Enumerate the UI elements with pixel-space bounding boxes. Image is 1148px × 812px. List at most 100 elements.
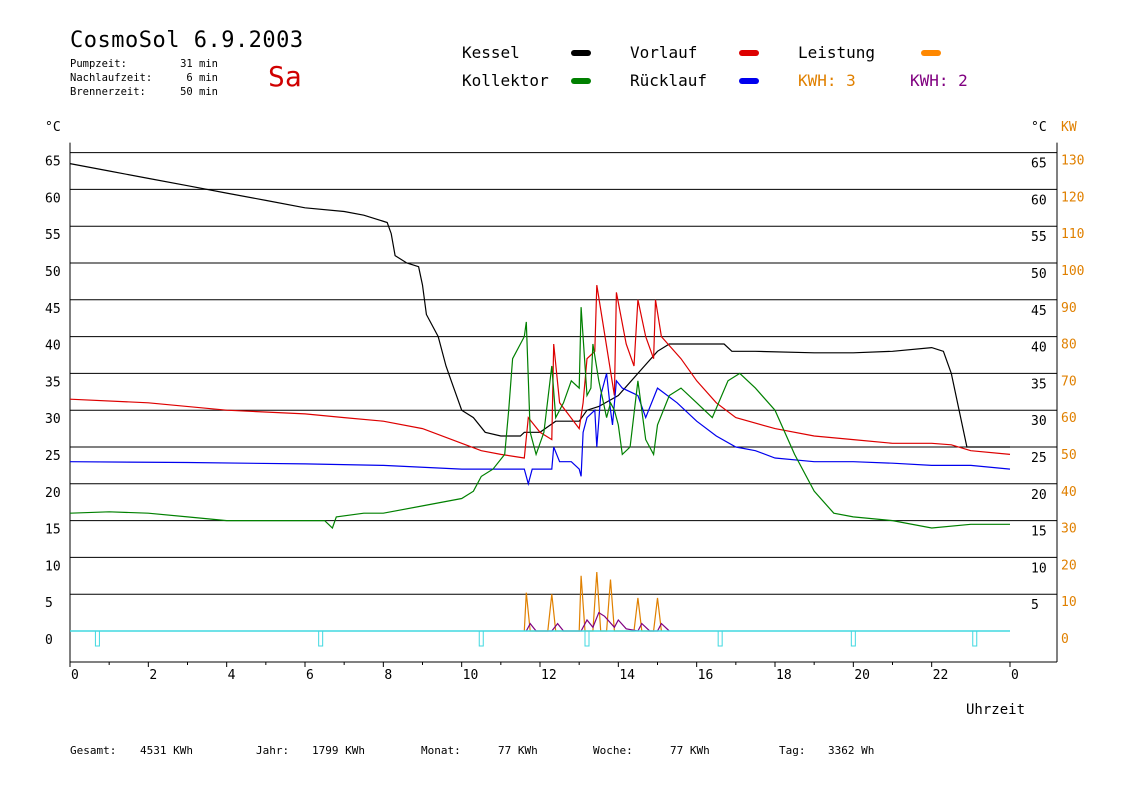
weekday-label: Sa xyxy=(268,60,302,93)
legend-swatch-kessel xyxy=(571,50,591,56)
x-tick-label: 12 xyxy=(541,668,557,683)
x-tick-label: 4 xyxy=(228,668,236,683)
legend-label-kollektor: Kollektor xyxy=(462,71,549,90)
y-tick-label-left: 25 xyxy=(45,449,61,464)
y-tick-label-right-c: 50 xyxy=(1031,267,1047,282)
y-tick-label-right-kw: 10 xyxy=(1061,595,1077,610)
legend-label-vorlauf: Vorlauf xyxy=(630,43,698,62)
stat-value-brennerzeit: 50 min xyxy=(180,86,218,98)
legend-swatch-vorlauf xyxy=(739,50,759,56)
stat-label-pumpzeit: Pumpzeit: xyxy=(70,58,127,70)
x-tick-label: 14 xyxy=(619,668,635,683)
stat-value-nachlaufzeit: 6 min xyxy=(186,72,218,84)
y-tick-label-right-kw: 50 xyxy=(1061,448,1077,463)
y-tick-label-right-kw: 80 xyxy=(1061,338,1077,353)
y-tick-label-left: 40 xyxy=(45,339,61,354)
pump-marker xyxy=(717,630,723,647)
right-axis-unit-c: °C xyxy=(1031,120,1047,135)
y-tick-label-right-kw: 20 xyxy=(1061,558,1077,573)
footer-gesamt-value: 4531 KWh xyxy=(140,744,193,757)
y-tick-label-left: 45 xyxy=(45,302,61,317)
x-tick-label: 10 xyxy=(463,668,479,683)
series-line-kwh xyxy=(525,611,670,632)
y-tick-label-right-kw: 130 xyxy=(1061,154,1084,169)
y-tick-label-right-c: 35 xyxy=(1031,377,1047,392)
footer-woche-value: 77 KWh xyxy=(670,744,710,757)
footer-gesamt-label: Gesamt: xyxy=(70,744,117,757)
series-line-kollektor xyxy=(69,307,1010,530)
footer-woche-label: Woche: xyxy=(593,744,633,757)
legend-swatch-kollektor xyxy=(571,78,591,84)
series-line-leistung xyxy=(523,572,662,632)
y-tick-label-right-c: 60 xyxy=(1031,193,1047,208)
y-tick-label-left: 60 xyxy=(45,191,61,206)
y-tick-label-left: 30 xyxy=(45,412,61,427)
pump-marker xyxy=(584,630,590,647)
stat-value-pumpzeit: 31 min xyxy=(180,58,218,70)
legend-label-leistung: Leistung xyxy=(798,43,876,62)
y-tick-label-right-c: 10 xyxy=(1031,561,1047,576)
stat-label-brennerzeit: Brennerzeit: xyxy=(70,86,146,98)
y-tick-label-right-c: 30 xyxy=(1031,414,1047,429)
footer-jahr-value: 1799 KWh xyxy=(312,744,365,757)
y-tick-label-left: 55 xyxy=(45,228,61,243)
x-tick-label: 8 xyxy=(384,668,392,683)
right-axis-unit-kw: KW xyxy=(1061,120,1077,135)
x-tick-label: 0 xyxy=(71,668,79,683)
y-tick-label-right-kw: 0 xyxy=(1061,632,1069,647)
footer-monat-label: Monat: xyxy=(421,744,461,757)
legend-label-ruecklauf: Rücklauf xyxy=(630,71,708,90)
y-tick-label-right-kw: 70 xyxy=(1061,374,1077,389)
y-tick-label-right-c: 40 xyxy=(1031,341,1047,356)
y-tick-label-right-c: 55 xyxy=(1031,230,1047,245)
footer-tag-value: 3362 Wh xyxy=(828,744,875,757)
y-tick-label-right-kw: 110 xyxy=(1061,227,1084,242)
x-tick-label: 22 xyxy=(933,668,949,683)
y-tick-label-right-c: 15 xyxy=(1031,525,1047,540)
x-tick-label: 18 xyxy=(776,668,792,683)
y-tick-label-right-kw: 30 xyxy=(1061,522,1077,537)
legend-swatch-ruecklauf xyxy=(739,78,759,84)
y-tick-label-right-kw: 120 xyxy=(1061,190,1084,205)
y-tick-label-left: 50 xyxy=(45,265,61,280)
legend-label-kessel: Kessel xyxy=(462,43,520,62)
y-tick-label-right-c: 20 xyxy=(1031,488,1047,503)
x-tick-label: 16 xyxy=(698,668,714,683)
pump-marker xyxy=(478,630,484,647)
y-tick-label-right-c: 45 xyxy=(1031,304,1047,319)
y-tick-label-right-kw: 60 xyxy=(1061,411,1077,426)
pump-marker xyxy=(850,630,856,647)
left-axis-unit: °C xyxy=(45,120,61,135)
footer-jahr-label: Jahr: xyxy=(256,744,290,757)
x-tick-label: 2 xyxy=(149,668,157,683)
y-tick-label-left: 5 xyxy=(45,596,53,611)
x-axis-label: Uhrzeit xyxy=(966,702,1025,718)
pump-marker xyxy=(94,630,100,647)
y-tick-label-left: 35 xyxy=(45,375,61,390)
x-tick-label: 0 xyxy=(1011,668,1019,683)
y-tick-label-left: 10 xyxy=(45,559,61,574)
y-tick-label-right-kw: 90 xyxy=(1061,301,1077,316)
legend-label-kwh-1: KWH: 3 xyxy=(798,71,856,90)
y-tick-label-right-c: 5 xyxy=(1031,598,1039,613)
footer-monat-value: 77 KWh xyxy=(498,744,538,757)
y-tick-label-right-c: 25 xyxy=(1031,451,1047,466)
page-title: CosmoSol 6.9.2003 xyxy=(70,28,304,53)
series-line-rcklauf xyxy=(69,373,1011,487)
x-tick-label: 20 xyxy=(854,668,870,683)
y-tick-label-left: 65 xyxy=(45,155,61,170)
series-line-vorlauf xyxy=(69,285,1011,459)
y-tick-label-left: 15 xyxy=(45,523,61,538)
y-tick-label-right-kw: 100 xyxy=(1061,264,1084,279)
pump-marker xyxy=(972,630,978,647)
temperature-chart: °C °C KW Uhrzeit 05101520253035404550556… xyxy=(45,120,1084,718)
y-tick-label-right-c: 65 xyxy=(1031,157,1047,172)
legend-swatch-leistung xyxy=(921,50,941,56)
y-tick-label-left: 20 xyxy=(45,486,61,501)
series-line-kessel xyxy=(69,163,1010,448)
stat-label-nachlaufzeit: Nachlaufzeit: xyxy=(70,72,153,84)
y-tick-label-left: 0 xyxy=(45,633,53,648)
footer-tag-label: Tag: xyxy=(779,744,806,757)
legend-label-kwh-2: KWH: 2 xyxy=(910,71,968,90)
pump-marker xyxy=(318,630,324,647)
